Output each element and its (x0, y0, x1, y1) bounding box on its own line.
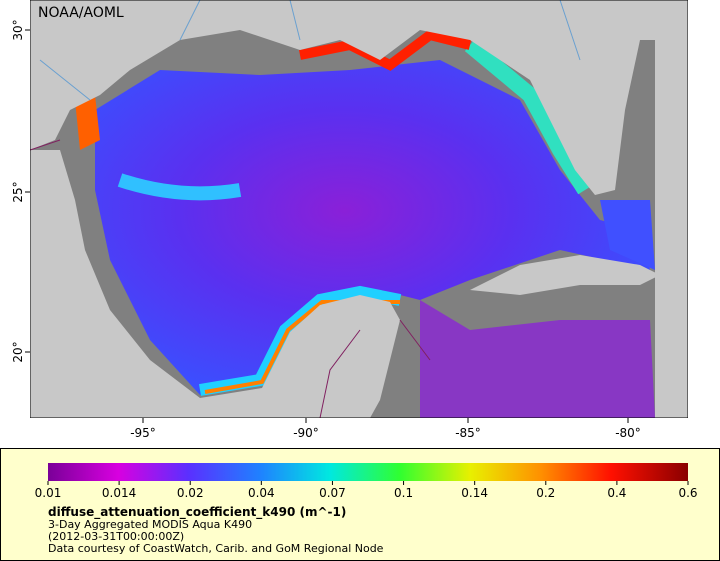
k490-field (95, 60, 650, 395)
land (30, 150, 400, 418)
legend-source: Data courtesy of CoastWatch, Carib. and … (48, 542, 384, 555)
map: NOAA/AOML (30, 0, 688, 418)
lat-label: 30° (11, 19, 25, 40)
colorbar-label: 0.02 (177, 486, 204, 500)
lon-label: -95° (130, 426, 156, 440)
lon-label: -85° (455, 426, 481, 440)
rivers (39, 0, 581, 101)
legend-variable: diffuse_attenuation_coefficient_k490 (m^… (48, 505, 346, 520)
legend-date: (2012-03-31T00:00:00Z) (48, 530, 184, 543)
borders (30, 139, 431, 418)
colorbar-label: 0.14 (461, 486, 488, 500)
k490-band (75, 95, 100, 150)
k490-field (420, 300, 655, 418)
colorbar-label: 0.014 (102, 486, 136, 500)
colorbar-label: 0.07 (319, 486, 346, 500)
k490-band (199, 285, 402, 396)
colorbar-label: 0.04 (248, 486, 275, 500)
legend-description: 3-Day Aggregated MODIS Aqua K490 (48, 518, 252, 531)
colorbar-label: 0.2 (536, 486, 555, 500)
lon-label: -90° (293, 426, 319, 440)
k490-band (299, 29, 472, 71)
k490-field (600, 200, 655, 270)
k490-band (464, 38, 592, 195)
colorbar-label: 0.01 (35, 486, 62, 500)
land (30, 0, 688, 195)
credit: NOAA/AOML (38, 5, 124, 21)
lat-label: 25° (11, 181, 25, 202)
colorbar-label: 0.1 (394, 486, 413, 500)
lat-label: 20° (11, 341, 25, 362)
land (655, 0, 688, 418)
land (470, 255, 660, 295)
lon-label: -80° (615, 426, 641, 440)
colorbar-label: 0.6 (678, 486, 697, 500)
colorbar (48, 463, 688, 481)
colorbar-label: 0.4 (607, 486, 626, 500)
k490-band (117, 173, 242, 201)
